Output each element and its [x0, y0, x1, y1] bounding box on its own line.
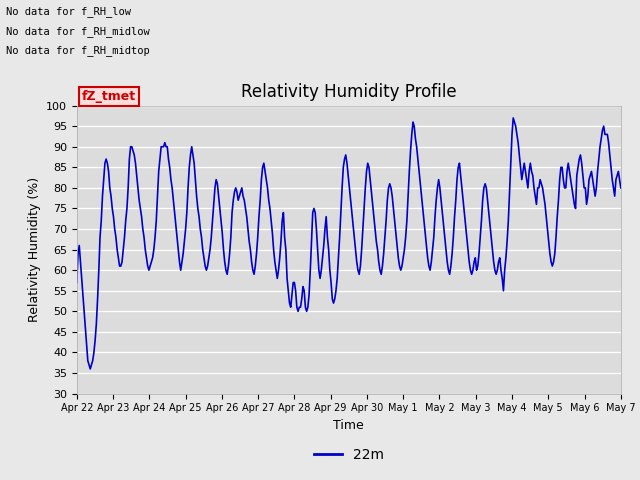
Text: No data for f_RH_midtop: No data for f_RH_midtop [6, 45, 150, 56]
X-axis label: Time: Time [333, 419, 364, 432]
Text: fZ_tmet: fZ_tmet [82, 90, 136, 103]
Text: No data for f_RH_low: No data for f_RH_low [6, 6, 131, 17]
Legend: 22m: 22m [308, 442, 389, 468]
Y-axis label: Relativity Humidity (%): Relativity Humidity (%) [28, 177, 40, 322]
Text: No data for f_RH_midlow: No data for f_RH_midlow [6, 25, 150, 36]
Title: Relativity Humidity Profile: Relativity Humidity Profile [241, 83, 456, 101]
